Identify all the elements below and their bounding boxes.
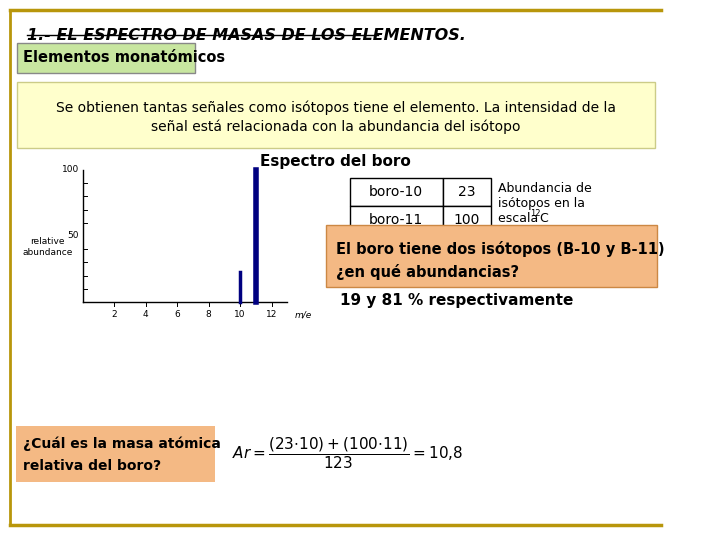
Text: 50: 50 (68, 232, 79, 240)
Text: 23: 23 (458, 185, 475, 199)
Text: 12: 12 (530, 208, 541, 218)
FancyBboxPatch shape (17, 43, 195, 73)
Text: escala: escala (498, 212, 543, 225)
Text: C: C (539, 212, 548, 225)
Text: $\mathit{Ar} = \dfrac{(23{\cdot}10)+(100{\cdot}11)}{123} = 10{,}8$: $\mathit{Ar} = \dfrac{(23{\cdot}10)+(100… (232, 435, 463, 471)
Text: El boro tiene dos isótopos (B-10 y B-11): El boro tiene dos isótopos (B-10 y B-11) (336, 241, 665, 257)
Text: 100: 100 (454, 213, 480, 227)
Bar (350, 206, 443, 234)
Text: 8: 8 (206, 310, 212, 319)
Text: relative
abundance: relative abundance (22, 237, 73, 256)
Text: m/e: m/e (294, 310, 312, 319)
Text: 12: 12 (266, 310, 277, 319)
Text: 100: 100 (62, 165, 79, 174)
Text: Se obtienen tantas señales como isótopos tiene el elemento. La intensidad de la: Se obtienen tantas señales como isótopos… (55, 101, 616, 115)
Text: 1.- EL ESPECTRO DE MASAS DE LOS ELEMENTOS.: 1.- EL ESPECTRO DE MASAS DE LOS ELEMENTO… (27, 28, 466, 43)
Text: boro-11: boro-11 (369, 213, 423, 227)
Text: relativa del boro?: relativa del boro? (23, 459, 161, 473)
Text: 2: 2 (112, 310, 117, 319)
FancyBboxPatch shape (326, 225, 657, 287)
Bar (443, 178, 491, 206)
Text: 19 y 81 % respectivamente: 19 y 81 % respectivamente (340, 293, 573, 307)
Text: 6: 6 (174, 310, 180, 319)
Text: Espectro del boro: Espectro del boro (261, 154, 411, 169)
FancyBboxPatch shape (16, 426, 215, 482)
Text: isótopos en la: isótopos en la (498, 197, 585, 210)
Text: Elementos monatómicos: Elementos monatómicos (23, 51, 225, 65)
Text: Abundancia de: Abundancia de (498, 181, 592, 194)
FancyBboxPatch shape (17, 82, 654, 148)
Text: boro-10: boro-10 (369, 185, 423, 199)
Text: ¿Cuál es la masa atómica: ¿Cuál es la masa atómica (23, 437, 221, 451)
Text: 4: 4 (143, 310, 148, 319)
Text: 10: 10 (235, 310, 246, 319)
Bar (350, 178, 443, 206)
Text: señal está relacionada con la abundancia del isótopo: señal está relacionada con la abundancia… (151, 120, 521, 134)
Text: ¿en qué abundancias?: ¿en qué abundancias? (336, 264, 519, 280)
Bar (443, 206, 491, 234)
